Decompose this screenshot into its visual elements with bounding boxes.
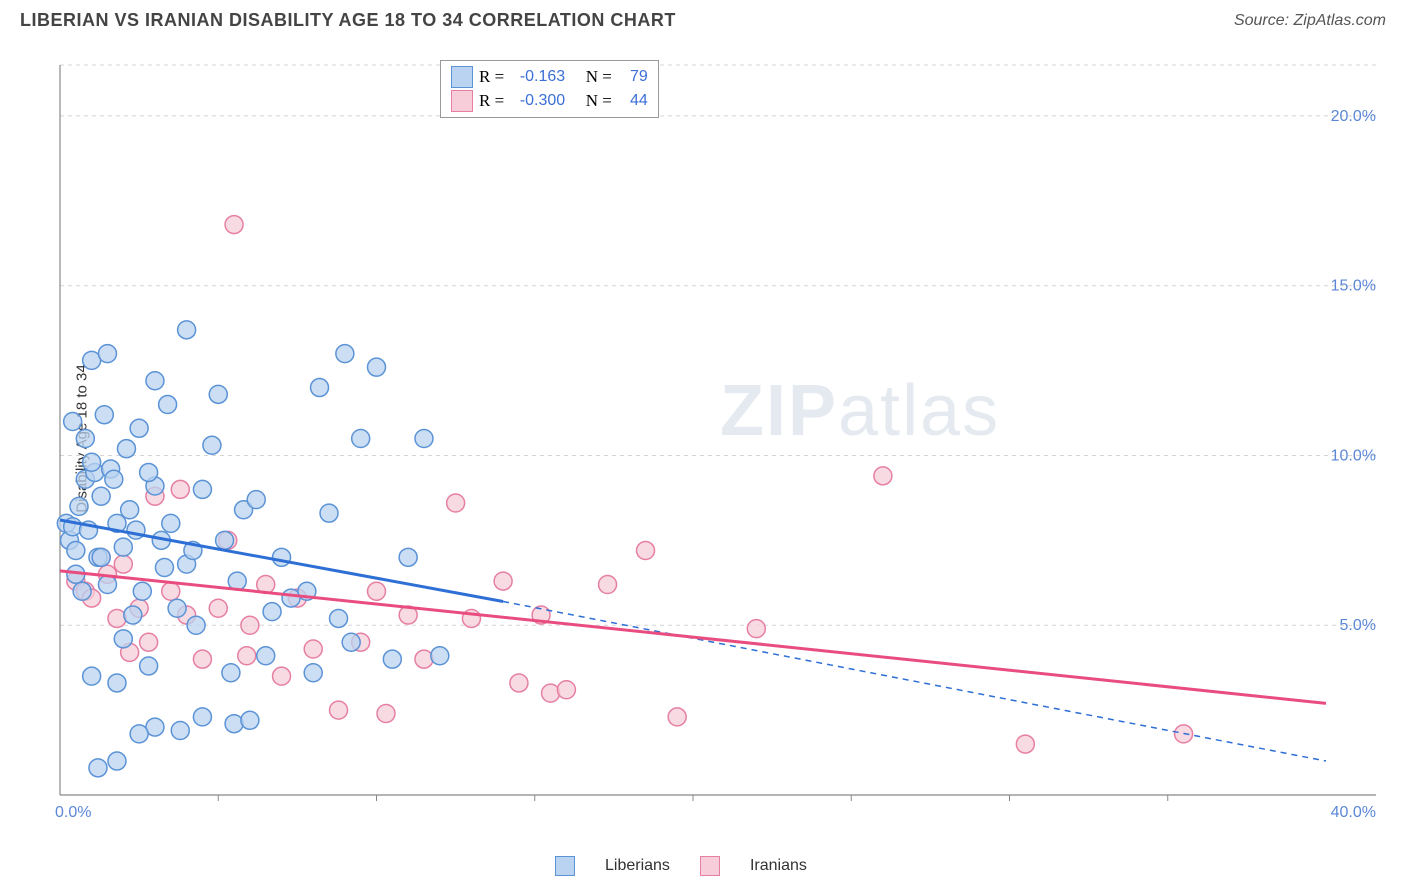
swatch-iranians-icon — [700, 856, 720, 876]
correlation-stats-box: R = -0.163 N = 79 R = -0.300 N = 44 — [440, 60, 659, 118]
svg-text:15.0%: 15.0% — [1331, 278, 1376, 295]
stats-row-liberians: R = -0.163 N = 79 — [451, 65, 648, 89]
stats-row-iranians: R = -0.300 N = 44 — [451, 89, 648, 113]
swatch-iranians — [451, 90, 473, 112]
legend-label-iranians: Iranians — [750, 857, 807, 875]
svg-text:40.0%: 40.0% — [1331, 804, 1376, 821]
svg-text:10.0%: 10.0% — [1331, 447, 1376, 464]
svg-text:0.0%: 0.0% — [55, 804, 91, 821]
chart-title: LIBERIAN VS IRANIAN DISABILITY AGE 18 TO… — [20, 10, 676, 31]
svg-text:20.0%: 20.0% — [1331, 108, 1376, 125]
bottom-legend: Liberians Iranians — [555, 856, 807, 876]
scatter-chart: 5.0% 10.0% 15.0% 20.0% 0.0% 40.0% — [50, 55, 1386, 825]
header: LIBERIAN VS IRANIAN DISABILITY AGE 18 TO… — [0, 0, 1406, 36]
legend-label-liberians: Liberians — [605, 857, 670, 875]
swatch-liberians-icon — [555, 856, 575, 876]
svg-text:5.0%: 5.0% — [1340, 617, 1376, 634]
source-attribution: Source: ZipAtlas.com — [1234, 12, 1386, 30]
swatch-liberians — [451, 66, 473, 88]
